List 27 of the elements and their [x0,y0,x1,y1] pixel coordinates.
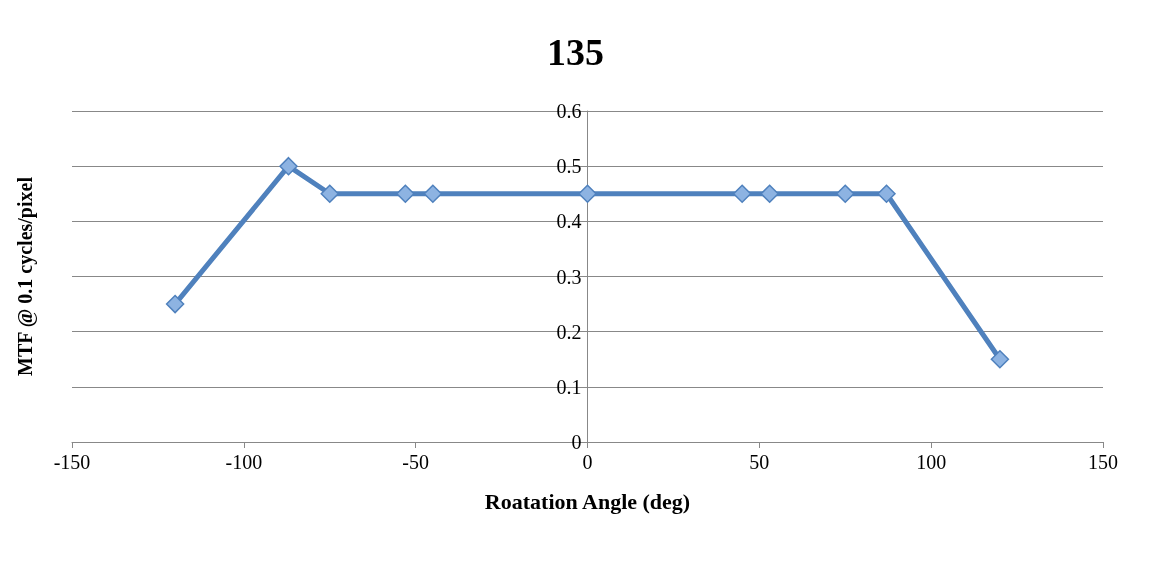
x-tick-label: -150 [53,451,91,473]
x-tick-label: -50 [402,451,429,473]
x-axis-title: Roatation Angle (deg) [484,488,691,514]
chart-title: 135 [547,31,604,73]
y-tick-label: 0 [571,431,582,453]
x-tick-label: 150 [1088,451,1118,473]
point [990,350,1010,369]
point [836,184,855,203]
x-tick-label: 50 [749,451,770,473]
point [732,184,752,203]
y-tick-label: 0.2 [556,320,582,343]
point [423,184,443,203]
y-tick-label: 0.3 [556,265,582,288]
point [165,294,185,314]
y-axis-title: MTF @ 0.1 cycles/pixel [13,176,37,376]
point [279,156,298,176]
point [877,184,896,203]
point [396,184,415,203]
x-tick-label: -100 [225,451,263,473]
y-tick-label: 0.1 [556,375,582,398]
point [760,184,779,203]
point [320,184,339,203]
x-tick-label: 100 [916,451,947,473]
point [578,184,597,203]
y-tick-label: 0.4 [556,210,582,233]
y-tick-label: 0.5 [556,155,582,178]
y-tick-label: 0.6 [556,100,582,122]
